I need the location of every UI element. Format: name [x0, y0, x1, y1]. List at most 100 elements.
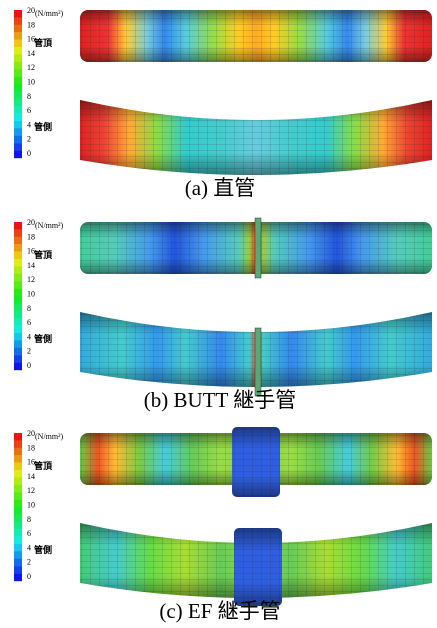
view-label: 管頂 — [34, 37, 53, 49]
colorbar-tick: 20 — [27, 429, 35, 438]
colorbar-cell — [14, 433, 22, 441]
colorbar-cell — [14, 143, 22, 151]
colorbar-cell — [14, 574, 22, 582]
colorbar-cell — [14, 136, 22, 144]
colorbar-cell — [14, 333, 22, 341]
colorbar-tick: 20 — [27, 218, 35, 227]
colorbar-cell — [14, 440, 22, 448]
colorbar-tick: 2 — [27, 135, 31, 144]
colorbar-tick: 4 — [27, 120, 31, 129]
colorbar-cell — [14, 455, 22, 463]
colorbar-tick: 10 — [27, 501, 35, 510]
colorbar-cell — [14, 566, 22, 574]
colorbar-cell — [14, 40, 22, 48]
colorbar-cell — [14, 544, 22, 552]
colorbar-cell — [14, 477, 22, 485]
colorbar-cell — [14, 537, 22, 545]
colorbar-tick: 12 — [27, 275, 35, 284]
colorbar-cell — [14, 47, 22, 55]
colorbar-cell — [14, 303, 22, 311]
colorbar-cell — [14, 522, 22, 530]
colorbar-tick: 8 — [27, 515, 31, 524]
colorbar-tick: 10 — [27, 78, 35, 87]
colorbar-tick: 0 — [27, 572, 31, 581]
caption: (a) 直管 — [185, 176, 256, 200]
colorbar-tick: 0 — [27, 149, 31, 158]
pipe-top — [80, 10, 432, 62]
colorbar-tick: 14 — [27, 261, 35, 270]
colorbar-tick: 0 — [27, 361, 31, 370]
joint — [255, 218, 261, 278]
colorbar-cell — [14, 274, 22, 282]
colorbar-tick: 4 — [27, 332, 31, 341]
colorbar-cell — [14, 500, 22, 508]
colorbar-cell — [14, 311, 22, 319]
unit-label: (N/mm²) — [35, 221, 64, 230]
colorbar-cell — [14, 54, 22, 62]
colorbar-cell — [14, 363, 22, 371]
colorbar-cell — [14, 266, 22, 274]
colorbar-cell — [14, 25, 22, 33]
colorbar-cell — [14, 151, 22, 159]
colorbar-cell — [14, 222, 22, 230]
colorbar-cell — [14, 463, 22, 471]
colorbar-tick: 18 — [27, 443, 35, 452]
caption: (b) BUTT 継手管 — [144, 388, 296, 412]
colorbar-cell — [14, 128, 22, 136]
colorbar-tick: 20 — [27, 6, 35, 15]
sleeve — [232, 427, 280, 497]
sleeve — [234, 528, 282, 606]
colorbar-cell — [14, 10, 22, 18]
caption: (c) EF 継手管 — [159, 599, 280, 623]
colorbar-cell — [14, 355, 22, 363]
unit-label: (N/mm²) — [35, 432, 64, 441]
colorbar-cell — [14, 348, 22, 356]
colorbar-cell — [14, 281, 22, 289]
colorbar-tick: 18 — [27, 232, 35, 241]
view-label: 管側 — [34, 544, 52, 556]
colorbar-cell — [14, 448, 22, 456]
colorbar-tick: 10 — [27, 290, 35, 299]
colorbar-cell — [14, 559, 22, 567]
colorbar-tick: 8 — [27, 304, 31, 313]
colorbar-tick: 14 — [27, 49, 35, 58]
colorbar-tick: 18 — [27, 20, 35, 29]
colorbar-tick: 4 — [27, 543, 31, 552]
colorbar-cell — [14, 237, 22, 245]
colorbar-cell — [14, 244, 22, 252]
colorbar-cell — [14, 289, 22, 297]
colorbar-cell — [14, 259, 22, 267]
colorbar-cell — [14, 326, 22, 334]
colorbar-cell — [14, 529, 22, 537]
colorbar-cell — [14, 62, 22, 70]
figure: 20181614121086420(N/mm²)管頂管側(a) 直管201816… — [0, 0, 437, 628]
colorbar-cell — [14, 106, 22, 114]
unit-label: (N/mm²) — [35, 9, 64, 18]
colorbar-cell — [14, 340, 22, 348]
colorbar-tick: 2 — [27, 347, 31, 356]
colorbar-cell — [14, 296, 22, 304]
colorbar-cell — [14, 121, 22, 129]
colorbar-tick: 2 — [27, 558, 31, 567]
colorbar-cell — [14, 77, 22, 85]
colorbar-cell — [14, 91, 22, 99]
joint — [255, 328, 261, 396]
colorbar-tick: 12 — [27, 63, 35, 72]
colorbar-cell — [14, 492, 22, 500]
colorbar-tick: 14 — [27, 472, 35, 481]
colorbar-cell — [14, 32, 22, 40]
colorbar-cell — [14, 17, 22, 25]
colorbar-tick: 8 — [27, 92, 31, 101]
colorbar-cell — [14, 69, 22, 77]
colorbar-cell — [14, 99, 22, 107]
colorbar-cell — [14, 318, 22, 326]
colorbar-tick: 12 — [27, 486, 35, 495]
view-label: 管頂 — [34, 249, 53, 261]
colorbar-tick: 6 — [27, 106, 31, 115]
colorbar-tick: 6 — [27, 318, 31, 327]
colorbar-cell — [14, 114, 22, 122]
colorbar-cell — [14, 507, 22, 515]
